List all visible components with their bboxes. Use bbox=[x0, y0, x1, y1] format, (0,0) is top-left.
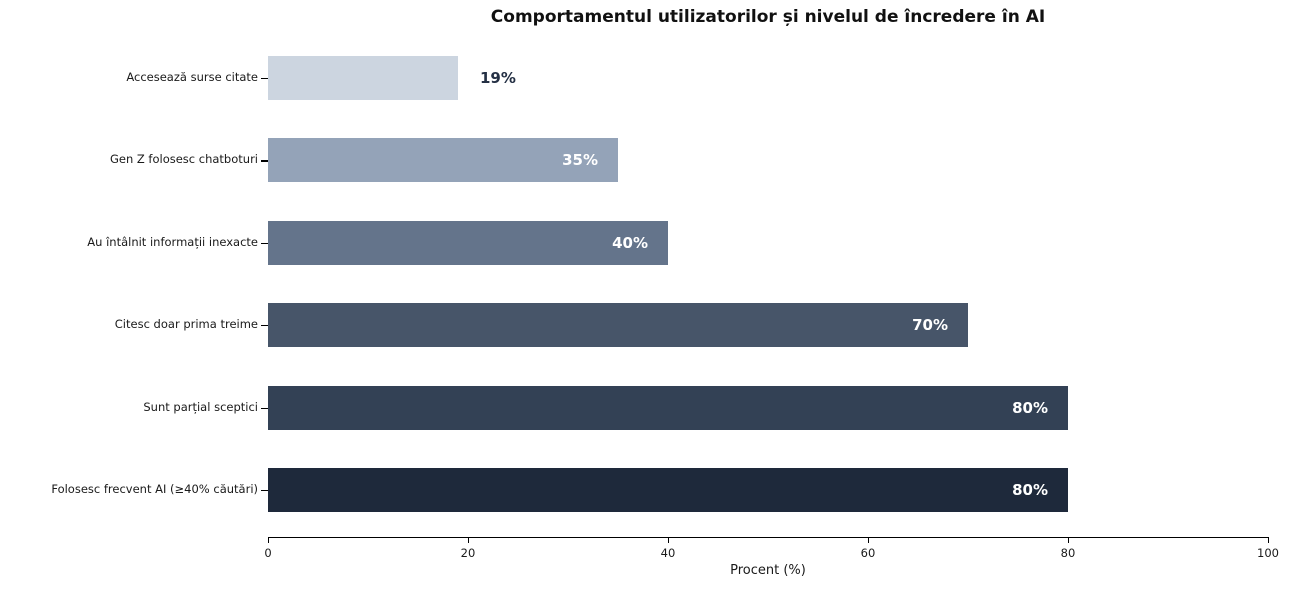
x-tick-mark bbox=[268, 537, 270, 543]
x-tick-label: 0 bbox=[264, 546, 272, 560]
value-label: 80% bbox=[1012, 398, 1048, 417]
x-axis-line bbox=[268, 537, 1268, 539]
x-tick-mark bbox=[868, 537, 870, 543]
x-tick-label: 20 bbox=[460, 546, 476, 560]
category-label: Sunt parțial sceptici bbox=[143, 399, 258, 414]
value-label: 40% bbox=[612, 233, 648, 252]
category-label: Folosesc frecvent AI (≥40% căutări) bbox=[51, 482, 258, 496]
bar bbox=[268, 385, 1068, 430]
y-tick-mark bbox=[261, 407, 268, 409]
y-tick-mark bbox=[261, 325, 268, 327]
x-tick-mark bbox=[668, 537, 670, 543]
value-label: 70% bbox=[912, 316, 948, 335]
y-tick-mark bbox=[261, 490, 268, 492]
bar bbox=[268, 468, 1068, 512]
x-tick-label: 60 bbox=[860, 546, 876, 560]
bar bbox=[268, 220, 668, 265]
x-tick-label: 40 bbox=[660, 546, 676, 560]
bar bbox=[268, 303, 968, 348]
value-label: 19% bbox=[480, 69, 516, 87]
category-label: Gen Z folosesc chatboturi bbox=[109, 152, 258, 167]
x-tick-mark bbox=[1268, 537, 1270, 543]
category-label: Au întâlnit informații inexacte bbox=[87, 234, 258, 249]
y-tick-mark bbox=[261, 242, 268, 245]
category-label: Citesc doar prima treime bbox=[114, 317, 258, 332]
y-tick-mark bbox=[261, 78, 268, 80]
category-label: Accesează surse citate bbox=[126, 70, 258, 84]
bar bbox=[268, 138, 618, 183]
value-label: 80% bbox=[1012, 481, 1048, 499]
chart-title: Comportamentul utilizatorilor și nivelul… bbox=[490, 7, 1046, 27]
value-label: 35% bbox=[562, 151, 598, 170]
bar bbox=[268, 56, 458, 100]
x-axis-title: Procent (%) bbox=[730, 563, 806, 578]
x-tick-label: 100 bbox=[1257, 546, 1279, 560]
x-tick-label: 80 bbox=[1060, 546, 1076, 560]
y-tick-mark bbox=[261, 160, 268, 162]
x-tick-mark bbox=[1068, 537, 1070, 543]
x-tick-mark bbox=[468, 537, 470, 543]
